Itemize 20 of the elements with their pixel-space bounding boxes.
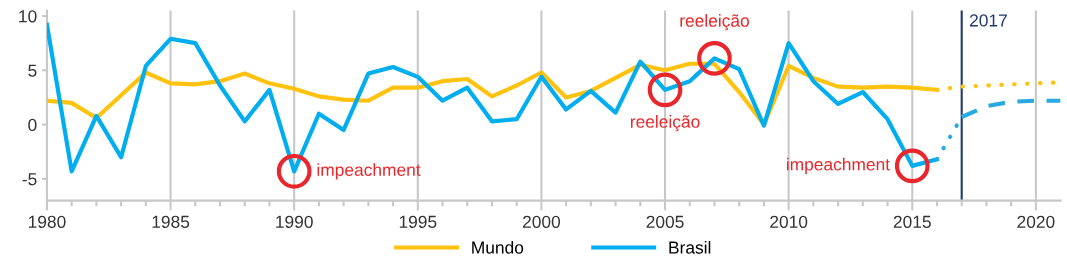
x-tick-label: 2015 xyxy=(893,215,931,228)
annotation: impeachment xyxy=(786,157,890,174)
x-tick-label: 1990 xyxy=(276,215,313,228)
legend-label: Brasil xyxy=(669,240,711,254)
annotation: reeleição xyxy=(680,14,749,31)
x-tick-label: 1995 xyxy=(399,215,437,228)
y-tick-label: 10 xyxy=(19,10,37,23)
x-tick-label: 2020 xyxy=(1017,215,1055,228)
y-tick-label: -5 xyxy=(22,173,37,186)
annotation: impeachment xyxy=(317,163,421,180)
x-tick-label: 1980 xyxy=(28,215,66,228)
ref-line-label: 2017 xyxy=(970,14,1007,27)
x-tick-label: 2000 xyxy=(522,215,561,228)
legend-label: Mundo xyxy=(472,240,524,254)
x-tick-label: 1985 xyxy=(152,215,190,228)
annotation: reeleição xyxy=(630,115,700,132)
x-tick-label: 2005 xyxy=(646,215,684,228)
x-tick-label: 2010 xyxy=(770,215,808,228)
y-tick-label: 5 xyxy=(28,64,37,77)
y-tick-label: 0 xyxy=(28,118,37,132)
